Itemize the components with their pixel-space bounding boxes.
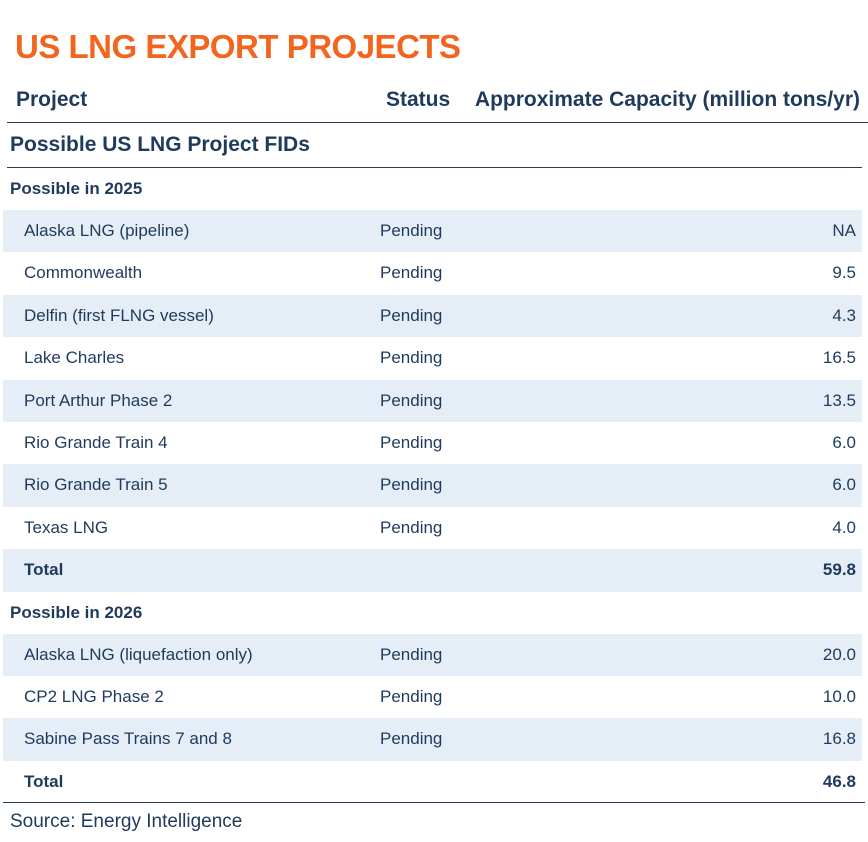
- column-header-status: Status: [386, 88, 451, 111]
- cell-status: Pending: [380, 644, 443, 664]
- table-row: Rio Grande Train 4 Pending 6.0: [3, 422, 862, 464]
- section-title: Possible US LNG Project FIDs: [10, 133, 310, 156]
- table-row: Delfin (first FLNG vessel) Pending 4.3: [3, 294, 862, 338]
- cell-capacity: 9.5: [832, 263, 856, 283]
- cell-project: Texas LNG: [24, 517, 109, 537]
- table-row: Lake Charles Pending 16.5: [3, 337, 862, 379]
- cell-status: Pending: [380, 221, 443, 240]
- cell-capacity: 4.0: [832, 517, 856, 537]
- table-row: Alaska LNG (liquefaction only) Pending 2…: [3, 633, 862, 676]
- cell-project: CP2 LNG Phase 2: [24, 686, 164, 706]
- total-label: Total: [24, 771, 64, 791]
- cell-status: Pending: [380, 305, 443, 325]
- cell-project: Commonwealth: [24, 263, 143, 283]
- source-note: Source: Energy Intelligence: [10, 811, 243, 832]
- column-header-capacity: Approximate Capacity (million tons/yr): [474, 88, 860, 111]
- table-row: Texas LNG Pending 4.0: [3, 507, 862, 549]
- cell-status: Pending: [380, 263, 443, 283]
- cell-project: Alaska LNG (liquefaction only): [24, 644, 253, 664]
- cell-capacity: 16.8: [822, 729, 856, 749]
- group-header-2025: Possible in 2025: [10, 179, 143, 198]
- cell-capacity: 10.0: [822, 686, 856, 706]
- cell-project: Sabine Pass Trains 7 and 8: [24, 729, 232, 749]
- header-divider: [7, 122, 868, 123]
- table-row: Commonwealth Pending 9.5: [3, 252, 862, 294]
- table-row: CP2 LNG Phase 2 Pending 10.0: [3, 676, 862, 718]
- cell-capacity: 6.0: [832, 475, 856, 495]
- cell-capacity: 13.5: [822, 390, 856, 410]
- table-row: Sabine Pass Trains 7 and 8 Pending 16.8: [3, 718, 862, 761]
- cell-status: Pending: [380, 390, 443, 410]
- cell-project: Port Arthur Phase 2: [24, 390, 173, 410]
- total-row-2025: Total 59.8: [3, 549, 862, 592]
- total-capacity: 59.8: [822, 560, 856, 580]
- table-row: Port Arthur Phase 2 Pending 13.5: [3, 379, 862, 422]
- cell-capacity: 20.0: [822, 644, 856, 664]
- footer-divider: [3, 802, 865, 803]
- lng-projects-table: Possible in 2025 Alaska LNG (pipeline) P…: [3, 168, 862, 803]
- cell-status: Pending: [380, 517, 443, 537]
- cell-status: Pending: [380, 432, 443, 452]
- cell-project: Rio Grande Train 4: [24, 432, 168, 452]
- column-header-project: Project: [16, 88, 88, 111]
- cell-project: Rio Grande Train 5: [24, 475, 168, 495]
- cell-status: Pending: [380, 729, 443, 749]
- total-capacity: 46.8: [822, 771, 856, 791]
- total-label: Total: [24, 560, 64, 580]
- total-row-2026: Total 46.8: [3, 761, 862, 803]
- cell-capacity: 4.3: [832, 305, 856, 325]
- table-row: Alaska LNG (pipeline) Pending NA: [3, 210, 862, 253]
- cell-capacity: 16.5: [822, 348, 856, 368]
- cell-status: Pending: [380, 475, 443, 495]
- cell-status: Pending: [380, 686, 443, 706]
- cell-capacity: NA: [832, 221, 856, 240]
- group-header-2026: Possible in 2026: [10, 602, 143, 622]
- cell-status: Pending: [380, 348, 443, 368]
- page-title: US LNG EXPORT PROJECTS: [15, 28, 461, 65]
- cell-project: Alaska LNG (pipeline): [24, 221, 190, 240]
- cell-capacity: 6.0: [832, 432, 856, 452]
- cell-project: Delfin (first FLNG vessel): [24, 305, 214, 325]
- cell-project: Lake Charles: [24, 348, 125, 368]
- table-row: Rio Grande Train 5 Pending 6.0: [3, 464, 862, 507]
- section-divider: [7, 167, 862, 168]
